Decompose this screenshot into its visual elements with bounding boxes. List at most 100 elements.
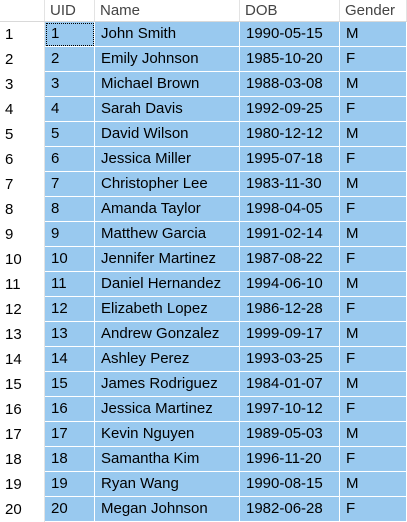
cell-name[interactable]: Kevin Nguyen	[95, 422, 240, 447]
cell-gender[interactable]: M	[340, 72, 407, 97]
column-header-uid[interactable]: UID	[45, 0, 95, 21]
cell-dob[interactable]: 1995-07-18	[240, 147, 340, 172]
cell-gender[interactable]: F	[340, 497, 407, 522]
table-row[interactable]: 6 6 Jessica Miller 1995-07-18 F	[0, 147, 407, 172]
cell-gender[interactable]: F	[340, 97, 407, 122]
cell-name[interactable]: James Rodriguez	[95, 372, 240, 397]
cell-dob[interactable]: 1983-11-30	[240, 172, 340, 197]
cell-uid[interactable]: 11	[45, 272, 95, 297]
cell-uid[interactable]: 15	[45, 372, 95, 397]
table-row[interactable]: 2 2 Emily Johnson 1985-10-20 F	[0, 47, 407, 72]
cell-uid[interactable]: 1	[45, 22, 95, 47]
cell-uid[interactable]: 20	[45, 497, 95, 522]
row-number[interactable]: 9	[0, 222, 45, 247]
row-number[interactable]: 7	[0, 172, 45, 197]
cell-dob[interactable]: 1980-12-12	[240, 122, 340, 147]
table-row[interactable]: 12 12 Elizabeth Lopez 1986-12-28 F	[0, 297, 407, 322]
cell-gender[interactable]: M	[340, 422, 407, 447]
cell-uid[interactable]: 10	[45, 247, 95, 272]
cell-uid[interactable]: 3	[45, 72, 95, 97]
cell-uid[interactable]: 8	[45, 197, 95, 222]
cell-name[interactable]: Sarah Davis	[95, 97, 240, 122]
column-header-dob[interactable]: DOB	[240, 0, 340, 21]
cell-dob[interactable]: 1996-11-20	[240, 447, 340, 472]
row-number[interactable]: 5	[0, 122, 45, 147]
row-number[interactable]: 2	[0, 47, 45, 72]
table-row[interactable]: 4 4 Sarah Davis 1992-09-25 F	[0, 97, 407, 122]
column-header-gender[interactable]: Gender	[340, 0, 407, 21]
table-row[interactable]: 19 19 Ryan Wang 1990-08-15 M	[0, 472, 407, 497]
cell-name[interactable]: Andrew Gonzalez	[95, 322, 240, 347]
cell-uid[interactable]: 14	[45, 347, 95, 372]
cell-name[interactable]: Daniel Hernandez	[95, 272, 240, 297]
table-row[interactable]: 16 16 Jessica Martinez 1997-10-12 F	[0, 397, 407, 422]
row-number[interactable]: 1	[0, 22, 45, 47]
cell-gender[interactable]: M	[340, 472, 407, 497]
cell-gender[interactable]: M	[340, 22, 407, 47]
row-number[interactable]: 18	[0, 447, 45, 472]
table-row[interactable]: 14 14 Ashley Perez 1993-03-25 F	[0, 347, 407, 372]
cell-gender[interactable]: M	[340, 272, 407, 297]
cell-uid[interactable]: 7	[45, 172, 95, 197]
cell-gender[interactable]: F	[340, 297, 407, 322]
cell-name[interactable]: Ryan Wang	[95, 472, 240, 497]
cell-name[interactable]: Matthew Garcia	[95, 222, 240, 247]
cell-dob[interactable]: 1982-06-28	[240, 497, 340, 522]
row-number[interactable]: 19	[0, 472, 45, 497]
row-number[interactable]: 12	[0, 297, 45, 322]
cell-name[interactable]: Michael Brown	[95, 72, 240, 97]
table-row[interactable]: 5 5 David Wilson 1980-12-12 M	[0, 122, 407, 147]
cell-uid[interactable]: 16	[45, 397, 95, 422]
cell-name[interactable]: Jennifer Martinez	[95, 247, 240, 272]
cell-uid[interactable]: 13	[45, 322, 95, 347]
cell-uid[interactable]: 17	[45, 422, 95, 447]
cell-uid[interactable]: 18	[45, 447, 95, 472]
table-row[interactable]: 18 18 Samantha Kim 1996-11-20 F	[0, 447, 407, 472]
cell-dob[interactable]: 1986-12-28	[240, 297, 340, 322]
cell-name[interactable]: Emily Johnson	[95, 47, 240, 72]
cell-dob[interactable]: 1989-05-03	[240, 422, 340, 447]
table-row[interactable]: 10 10 Jennifer Martinez 1987-08-22 F	[0, 247, 407, 272]
table-row[interactable]: 3 3 Michael Brown 1988-03-08 M	[0, 72, 407, 97]
cell-name[interactable]: Christopher Lee	[95, 172, 240, 197]
cell-dob[interactable]: 1984-01-07	[240, 372, 340, 397]
cell-uid[interactable]: 9	[45, 222, 95, 247]
row-number[interactable]: 10	[0, 247, 45, 272]
row-number[interactable]: 14	[0, 347, 45, 372]
cell-name[interactable]: Jessica Martinez	[95, 397, 240, 422]
cell-name[interactable]: David Wilson	[95, 122, 240, 147]
cell-name[interactable]: Elizabeth Lopez	[95, 297, 240, 322]
cell-gender[interactable]: M	[340, 172, 407, 197]
cell-uid[interactable]: 19	[45, 472, 95, 497]
cell-dob[interactable]: 1990-08-15	[240, 472, 340, 497]
cell-dob[interactable]: 1991-02-14	[240, 222, 340, 247]
row-number-header[interactable]	[0, 0, 45, 21]
cell-name[interactable]: Amanda Taylor	[95, 197, 240, 222]
row-number[interactable]: 6	[0, 147, 45, 172]
column-header-name[interactable]: Name	[95, 0, 240, 21]
cell-gender[interactable]: M	[340, 372, 407, 397]
cell-uid[interactable]: 12	[45, 297, 95, 322]
row-number[interactable]: 11	[0, 272, 45, 297]
cell-gender[interactable]: M	[340, 122, 407, 147]
table-row[interactable]: 13 13 Andrew Gonzalez 1999-09-17 M	[0, 322, 407, 347]
table-row[interactable]: 1 1 John Smith 1990-05-15 M	[0, 22, 407, 47]
cell-dob[interactable]: 1994-06-10	[240, 272, 340, 297]
row-number[interactable]: 20	[0, 497, 45, 522]
cell-dob[interactable]: 1990-05-15	[240, 22, 340, 47]
cell-dob[interactable]: 1992-09-25	[240, 97, 340, 122]
cell-name[interactable]: Jessica Miller	[95, 147, 240, 172]
cell-dob[interactable]: 1985-10-20	[240, 47, 340, 72]
cell-uid[interactable]: 5	[45, 122, 95, 147]
cell-gender[interactable]: F	[340, 147, 407, 172]
cell-dob[interactable]: 1999-09-17	[240, 322, 340, 347]
table-row[interactable]: 7 7 Christopher Lee 1983-11-30 M	[0, 172, 407, 197]
cell-gender[interactable]: F	[340, 447, 407, 472]
cell-gender[interactable]: F	[340, 197, 407, 222]
row-number[interactable]: 3	[0, 72, 45, 97]
row-number[interactable]: 13	[0, 322, 45, 347]
cell-name[interactable]: Samantha Kim	[95, 447, 240, 472]
table-row[interactable]: 8 8 Amanda Taylor 1998-04-05 F	[0, 197, 407, 222]
cell-uid[interactable]: 4	[45, 97, 95, 122]
